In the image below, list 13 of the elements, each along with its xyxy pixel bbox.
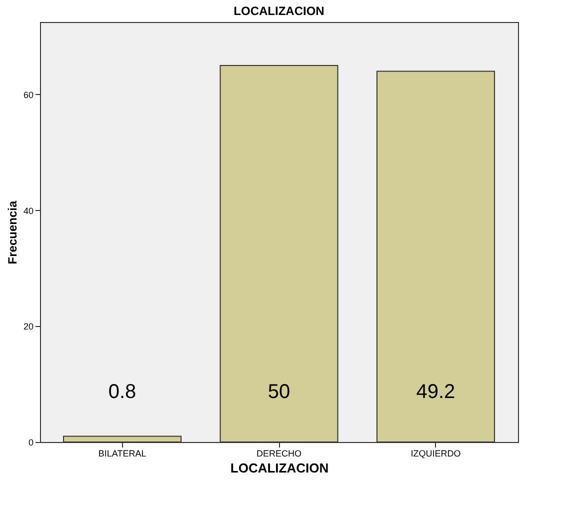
y-tick-label: 20 [23, 322, 34, 332]
y-axis-title: Frecuencia [5, 200, 20, 264]
x-axis-title: LOCALIZACION [230, 460, 329, 476]
y-tick-label: 0 [28, 438, 34, 448]
y-tick-label: 40 [23, 206, 34, 216]
annotation: 50 [268, 381, 290, 403]
y-tick-label: 60 [23, 90, 34, 100]
x-tick-label: IZQUIERDO [410, 448, 461, 458]
x-tick-label: BILATERAL [98, 448, 146, 458]
x-tick-label: DERECHO [256, 448, 302, 458]
annotation: 0.8 [108, 381, 136, 403]
annotation: 49.2 [416, 381, 456, 403]
chart-title: LOCALIZACION [234, 4, 324, 18]
